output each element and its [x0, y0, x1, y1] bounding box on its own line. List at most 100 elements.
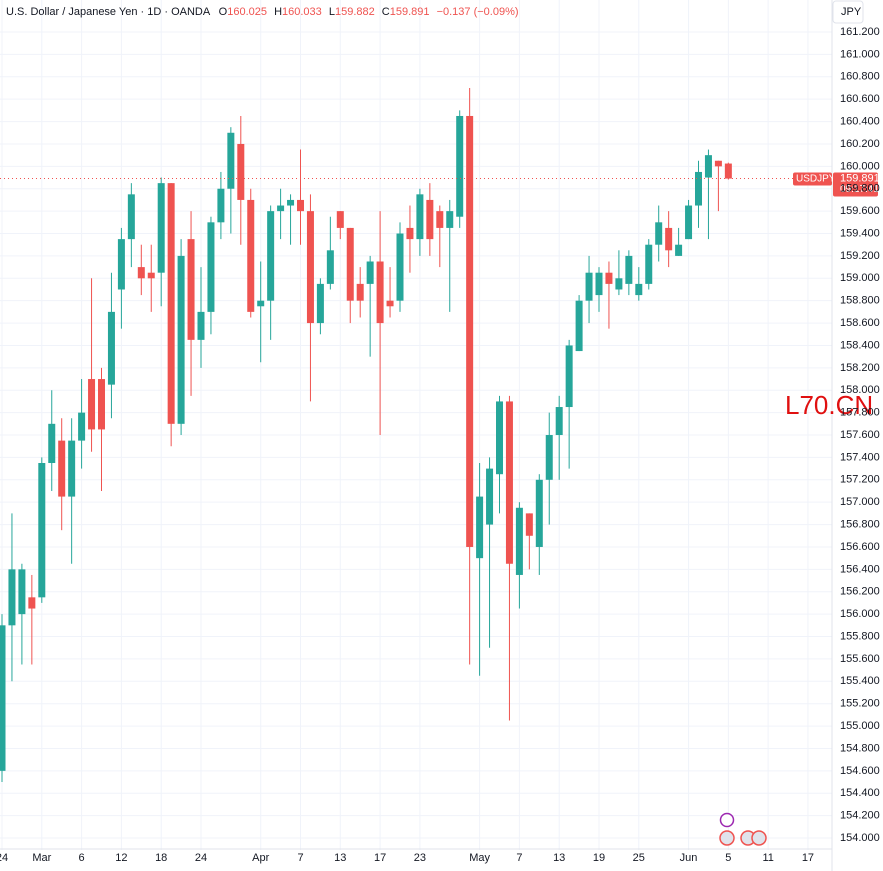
- y-tick-label: 158.200: [840, 362, 880, 374]
- y-tick-label: 158.400: [840, 339, 880, 351]
- price-tag: [833, 172, 878, 197]
- candle-body: [107, 311, 115, 385]
- candle-body: [714, 160, 722, 167]
- x-tick-label: Mar: [32, 852, 51, 864]
- candle-body: [535, 479, 543, 547]
- candle-body: [257, 300, 265, 307]
- x-tick-label: May: [469, 852, 490, 864]
- change: −0.137 (−0.09%): [437, 6, 519, 18]
- candle-body: [675, 244, 683, 256]
- x-tick-label: Jun: [680, 852, 698, 864]
- y-tick-label: 157.800: [840, 407, 880, 419]
- currency-label[interactable]: JPY: [841, 6, 862, 18]
- ohlc-value: 159.891: [390, 6, 430, 18]
- candle-body: [326, 250, 334, 284]
- x-tick-label: 17: [802, 852, 814, 864]
- candle-body: [615, 278, 623, 290]
- event-icon[interactable]: [719, 830, 735, 846]
- candle-body: [665, 227, 673, 251]
- candle-body: [635, 283, 643, 296]
- x-tick-label: 6: [79, 852, 85, 864]
- x-tick-label: Apr: [252, 852, 269, 864]
- candle-body: [38, 463, 46, 598]
- price-tag-time: 09:17:41: [840, 184, 879, 195]
- y-tick-label: 158.000: [840, 384, 880, 396]
- candle-body: [58, 440, 66, 497]
- y-tick-label: 154.400: [840, 787, 880, 799]
- y-tick-label: 156.200: [840, 586, 880, 598]
- x-tick-label: 11: [762, 852, 773, 864]
- candle-body: [306, 211, 314, 324]
- candle-body: [366, 261, 374, 284]
- candle-body: [396, 233, 404, 301]
- event-icon[interactable]: [751, 830, 767, 846]
- x-tick-label: 7: [297, 852, 303, 864]
- candle-body: [356, 283, 364, 301]
- candle-body: [137, 267, 145, 279]
- candle-body: [486, 468, 494, 525]
- watermark: L70.CN: [785, 390, 873, 420]
- x-tick-label: 17: [374, 852, 386, 864]
- y-tick-label: 154.800: [840, 742, 880, 754]
- candle-body: [157, 183, 165, 273]
- candle-body: [197, 311, 205, 340]
- candle-body: [585, 272, 593, 301]
- candle-body: [655, 222, 663, 245]
- candle-body: [346, 227, 354, 301]
- x-tick-label: 18: [155, 852, 167, 864]
- y-tick-label: 158.800: [840, 295, 880, 307]
- y-tick-label: 158.600: [840, 317, 880, 329]
- candle-body: [505, 401, 513, 564]
- candle-body: [18, 569, 26, 615]
- candle-body: [68, 440, 76, 497]
- candle-body: [98, 379, 105, 430]
- candle-body: [515, 507, 523, 575]
- x-tick-label: 7: [516, 852, 522, 864]
- candle-body: [8, 569, 16, 626]
- x-tick-label: 5: [725, 852, 731, 864]
- candle-body: [625, 255, 633, 284]
- x-tick-label: 25: [633, 852, 645, 864]
- y-tick-label: 156.800: [840, 518, 880, 530]
- y-tick-label: 154.600: [840, 765, 880, 777]
- candle-body: [177, 255, 185, 424]
- candle-body: [336, 211, 344, 228]
- event-icons[interactable]: [719, 812, 767, 846]
- candle-body: [645, 244, 653, 284]
- candle-body: [217, 188, 225, 223]
- event-icon[interactable]: [719, 812, 735, 828]
- y-tick-label: 160.600: [840, 93, 880, 105]
- candle-body: [406, 227, 414, 240]
- candle-body: [247, 199, 255, 312]
- candle-body: [287, 199, 295, 206]
- y-tick-label: 156.400: [840, 563, 880, 575]
- candle-body: [605, 272, 613, 284]
- y-tick-label: 160.000: [840, 160, 880, 172]
- symbol-tag: [793, 172, 832, 186]
- x-tick-label: 24: [0, 852, 8, 864]
- y-tick-label: 155.600: [840, 653, 880, 665]
- ohlc-label: H: [274, 6, 282, 18]
- candle-body: [416, 194, 424, 240]
- candle-body: [426, 199, 434, 240]
- candle-body: [525, 513, 533, 536]
- y-tick-label: 159.200: [840, 250, 880, 262]
- candle-body: [376, 261, 384, 324]
- candle-body: [147, 272, 155, 279]
- candle-body: [545, 435, 553, 480]
- y-tick-label: 154.000: [840, 832, 880, 844]
- symbol-title: U.S. Dollar / Japanese Yen · 1D · OANDA: [6, 6, 211, 18]
- y-tick-label: 154.200: [840, 810, 880, 822]
- currency-box[interactable]: [832, 0, 864, 24]
- y-tick-label: 160.400: [840, 115, 880, 127]
- candle-body: [48, 423, 56, 464]
- y-tick-label: 155.200: [840, 698, 880, 710]
- candle-body: [466, 115, 474, 547]
- x-tick-label: 12: [115, 852, 127, 864]
- y-tick-label: 161.200: [840, 26, 880, 38]
- candle-body: [297, 199, 304, 212]
- x-tick-label: 13: [334, 852, 346, 864]
- x-tick-label: 13: [553, 852, 565, 864]
- candle-body: [724, 163, 732, 179]
